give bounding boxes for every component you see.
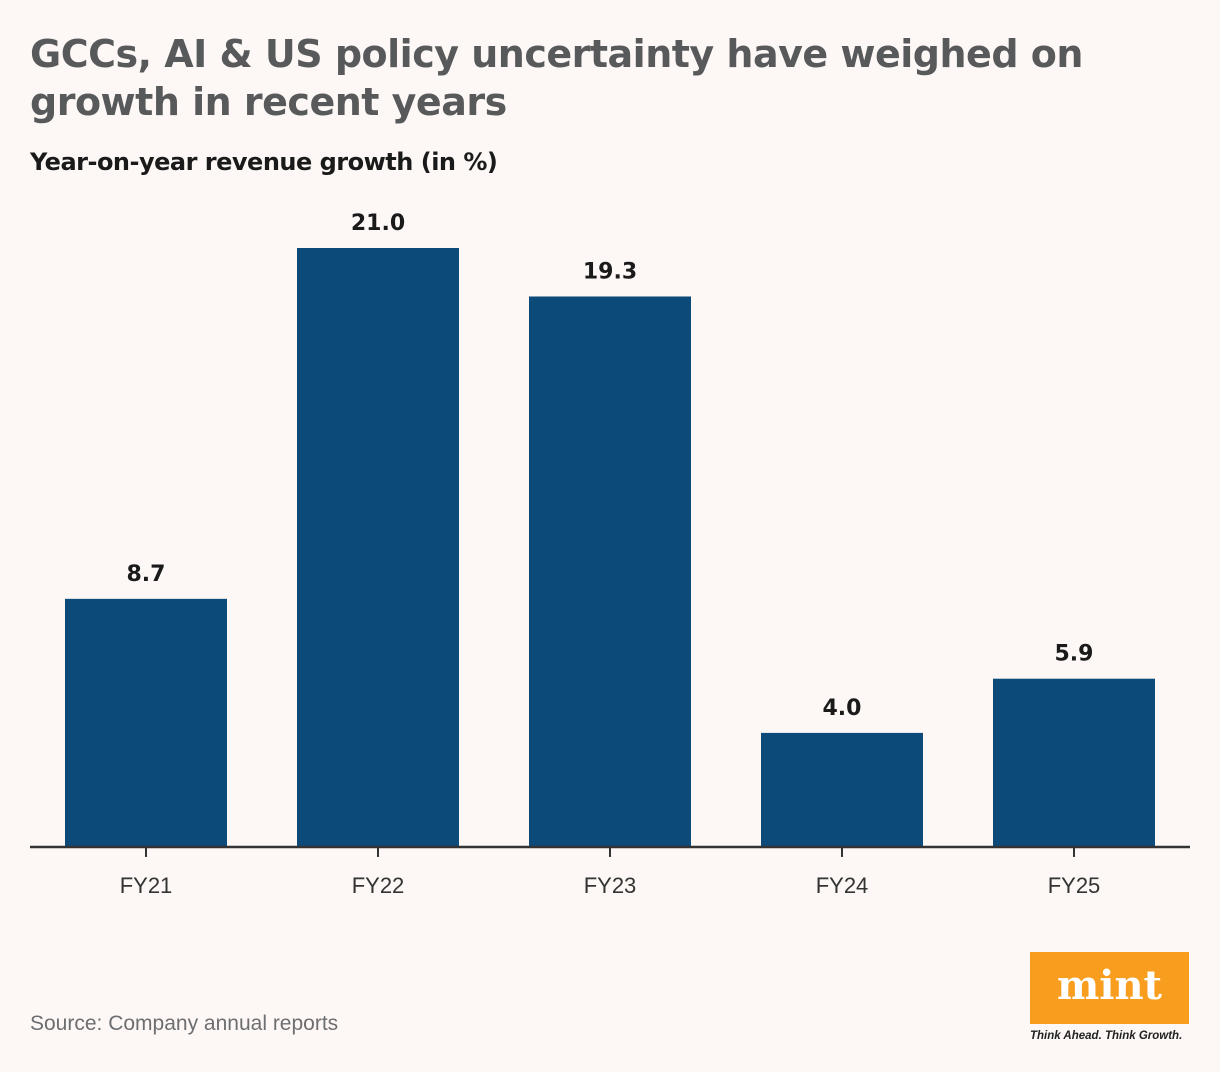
bar-FY23 [529,296,691,847]
chart-subtitle: Year-on-year revenue growth (in %) [30,148,498,176]
chart-title: GCCs, AI & US policy uncertainty have we… [30,32,1083,124]
bar-FY25 [993,678,1155,847]
data-label-FY22: 21.0 [351,211,405,236]
x-tick-label-FY25: FY25 [1048,873,1101,898]
x-tick-label-FY24: FY24 [816,873,869,898]
data-label-FY21: 8.7 [127,562,166,587]
bar-FY21 [65,598,227,847]
x-tick-label-FY22: FY22 [352,873,405,898]
data-label-FY25: 5.9 [1055,642,1094,667]
mint-logo: mint [1030,952,1189,1024]
x-tick-label-FY23: FY23 [584,873,637,898]
data-label-FY24: 4.0 [823,696,862,721]
data-label-FY23: 19.3 [583,259,637,284]
bar-FY22 [297,248,459,847]
logo-tagline: Think Ahead. Think Growth. [1030,1030,1183,1042]
bar-FY24 [761,732,923,847]
x-tick-label-FY21: FY21 [120,873,173,898]
source-note: Source: Company annual reports [30,1012,339,1035]
